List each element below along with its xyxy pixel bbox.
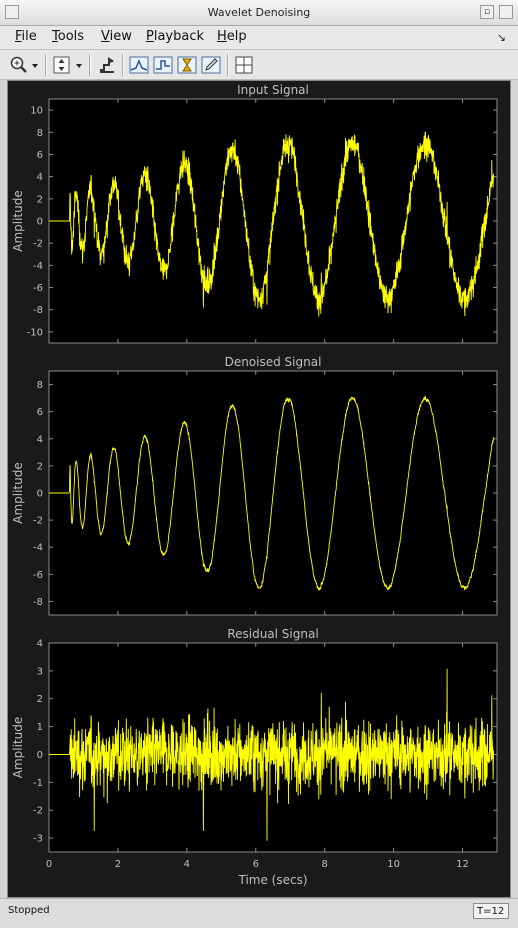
y-tick-label: -3 <box>33 834 43 845</box>
y-tick-label: -6 <box>33 283 43 294</box>
y-tick-label: -2 <box>33 516 43 527</box>
signal-trace <box>49 131 495 317</box>
x-tick-label: 12 <box>456 859 469 870</box>
toolbar-separator <box>122 54 124 76</box>
x-tick-label: 4 <box>184 859 190 870</box>
step-signal-icon[interactable] <box>152 54 174 76</box>
axes-1: Denoised Signal Amplitude 8 6 4 2 0 -2 -4 -6 -8 <box>11 355 498 616</box>
menu-tools[interactable]: Tools <box>52 29 85 44</box>
y-tick-label: -8 <box>33 597 43 608</box>
y-axis-label: Amplitude <box>11 717 25 779</box>
title-bar: Wavelet Denoising ▫ <box>0 0 518 26</box>
vertical-fit-icon[interactable] <box>51 54 73 76</box>
y-tick-label: 1 <box>37 722 43 733</box>
y-tick-label: 2 <box>37 194 43 205</box>
x-tick-label: 6 <box>253 859 259 870</box>
fit-dropdown-arrow-icon[interactable] <box>73 54 85 76</box>
x-tick-label: 8 <box>322 859 328 870</box>
y-tick-label: -8 <box>33 305 43 316</box>
y-tick-label: 4 <box>37 172 43 183</box>
y-tick-label: 8 <box>37 128 43 139</box>
window-menu-icon[interactable] <box>5 5 19 19</box>
hourglass-icon[interactable] <box>176 54 198 76</box>
y-tick-label: 0 <box>37 217 43 228</box>
x-axis-label: Time (secs) <box>237 873 307 887</box>
y-tick-label: 8 <box>37 380 43 391</box>
x-tick-label: 2 <box>115 859 121 870</box>
toolbar-separator <box>89 54 91 76</box>
pencil-icon[interactable] <box>200 54 222 76</box>
status-text: Stopped <box>8 905 50 916</box>
menu-help[interactable]: Help <box>217 29 247 44</box>
plots-svg: Input SignalAmplitude1086420-2-4-6-8-10D… <box>11 83 498 887</box>
y-axis-label: Amplitude <box>11 190 25 252</box>
window-title: Wavelet Denoising <box>207 6 311 19</box>
y-tick-label: 2 <box>37 694 43 705</box>
grid-layout-icon[interactable] <box>233 54 255 76</box>
zoom-dropdown-arrow-icon[interactable] <box>29 54 41 76</box>
y-axis-label: Amplitude <box>11 462 25 524</box>
toolbar-separator <box>45 54 47 76</box>
y-tick-label: 4 <box>37 434 43 445</box>
signal-export-icon[interactable] <box>96 54 118 76</box>
line-peak-icon[interactable] <box>128 54 150 76</box>
menu-view[interactable]: View <box>101 29 132 44</box>
y-tick-label: 0 <box>37 489 43 500</box>
y-tick-label: 6 <box>37 407 43 418</box>
y-tick-label: -2 <box>33 806 43 817</box>
y-tick-label: 10 <box>30 106 43 117</box>
dock-arrow-icon[interactable]: ↘ <box>496 31 506 44</box>
menu-bar: File Tools View Playback Help ↘ <box>0 26 518 50</box>
zoom-in-icon[interactable] <box>8 54 30 76</box>
y-tick-label: -1 <box>33 778 43 789</box>
axes-0: Input Signal Amplitude 10 8 6 4 2 0 -2 -4 -6 -8 -10 <box>11 83 498 344</box>
menu-file[interactable]: File <box>15 29 37 44</box>
y-tick-label: -6 <box>33 570 43 581</box>
signal-trace <box>49 395 495 591</box>
y-tick-label: 0 <box>37 750 43 761</box>
y-tick-label: 6 <box>37 150 43 161</box>
toolbar <box>0 50 518 80</box>
x-tick-label: 0 <box>46 859 52 870</box>
figure-panel: Input Signal Amplitude 10 8 6 4 2 0 -2 -4 -6 -8 -10 D… <box>7 80 511 898</box>
axes-title: Input Signal <box>237 83 309 97</box>
minimize-icon[interactable]: ▫ <box>480 5 494 19</box>
signal-trace <box>49 668 495 841</box>
axes-title: Residual Signal <box>227 627 318 641</box>
time-readout: T=12 <box>473 903 509 919</box>
y-tick-label: -4 <box>33 543 43 554</box>
y-tick-label: -2 <box>33 239 43 250</box>
x-tick-label: 10 <box>387 859 400 870</box>
y-tick-label: -4 <box>33 261 43 272</box>
menu-playback[interactable]: Playback <box>146 29 205 44</box>
toolbar-separator <box>227 54 229 76</box>
close-icon[interactable] <box>499 5 513 19</box>
status-bar: Stopped T=12 <box>0 898 518 928</box>
axes-title: Denoised Signal <box>225 355 322 369</box>
y-tick-label: 3 <box>37 666 43 677</box>
y-tick-label: 2 <box>37 461 43 472</box>
y-tick-label: 4 <box>37 639 43 650</box>
y-tick-label: -10 <box>27 327 43 338</box>
